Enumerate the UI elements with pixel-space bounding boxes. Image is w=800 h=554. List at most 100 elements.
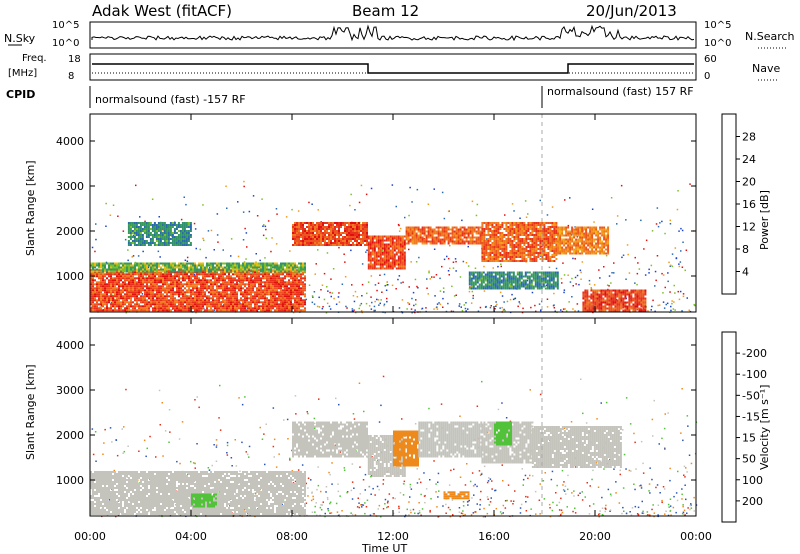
speckle-cell: [374, 300, 376, 303]
cpid-text-right: normalsound (fast) 157 RF: [547, 85, 694, 98]
speckle-cell: [372, 487, 374, 490]
speckle-cell: [510, 500, 512, 502]
speckle-cell: [462, 505, 465, 507]
speckle-cell: [289, 250, 291, 252]
speckle-cell: [218, 491, 220, 493]
speckle-cell: [124, 238, 127, 241]
speckle-cell: [311, 203, 313, 205]
speckle-cell: [437, 481, 439, 483]
speckle-cell: [591, 208, 594, 210]
speckle-cell: [307, 477, 310, 479]
speckle-cell: [599, 277, 601, 279]
speckle-cell: [608, 275, 611, 277]
speckle-cell: [418, 510, 421, 512]
speckle-cell: [521, 311, 524, 314]
speckle-cell: [502, 480, 504, 482]
speckle-cell: [161, 402, 163, 404]
speckle-cell: [558, 509, 561, 511]
speckle-cell: [442, 297, 444, 300]
speckle-cell: [592, 503, 595, 505]
speckle-cell: [455, 260, 457, 263]
speckle-cell: [661, 499, 663, 502]
speckle-cell: [159, 256, 161, 258]
speckle-cell: [145, 275, 147, 277]
speckle-cell: [676, 499, 679, 502]
speckle-cell: [623, 510, 625, 512]
speckle-cell: [106, 514, 109, 516]
speckle-cell: [435, 483, 437, 485]
speckle-cell: [633, 483, 635, 485]
speckle-cell: [549, 439, 551, 442]
speckle-cell: [684, 514, 686, 516]
speckle-cell: [678, 230, 680, 232]
colorbar-tick-label: 16: [742, 198, 756, 211]
speckle-cell: [358, 506, 361, 509]
speckle-cell: [356, 296, 359, 298]
speckle-cell: [243, 509, 245, 511]
speckle-cell: [305, 482, 307, 485]
colorbar-tick-label: 20: [742, 176, 756, 189]
echo-region: [405, 226, 482, 245]
speckle-cell: [313, 417, 316, 420]
speckle-cell: [181, 421, 184, 423]
speckle-cell: [549, 507, 551, 509]
speckle-cell: [534, 304, 536, 307]
speckle-cell: [186, 256, 189, 259]
y-tick-label: 4000: [56, 339, 84, 352]
speckle-cell: [320, 504, 322, 506]
speckle-cell: [685, 467, 687, 469]
speckle-cell: [451, 285, 453, 288]
speckle-cell: [448, 274, 450, 276]
speckle-cell: [387, 506, 389, 508]
x-tick-label: 12:00: [377, 530, 409, 543]
speckle-cell: [651, 305, 653, 308]
speckle-cell: [339, 451, 342, 453]
speckle-cell: [564, 199, 566, 201]
echo-region: [481, 222, 558, 262]
velocity-ylabel: Slant Range [km]: [24, 364, 37, 460]
speckle-cell: [640, 484, 642, 487]
speckle-cell: [585, 422, 588, 424]
speckle-cell: [447, 257, 450, 260]
speckle-cell: [449, 267, 451, 270]
speckle-cell: [599, 510, 601, 512]
speckle-cell: [442, 306, 444, 308]
speckle-cell: [216, 234, 219, 236]
speckle-cell: [655, 279, 657, 282]
speckle-cell: [429, 509, 431, 512]
speckle-cell: [351, 308, 354, 310]
speckle-cell: [458, 511, 461, 513]
speckle-cell: [558, 501, 561, 504]
speckle-cell: [230, 457, 233, 459]
speckle-cell: [241, 403, 244, 406]
speckle-cell: [588, 513, 591, 515]
speckle-cell: [506, 300, 509, 303]
speckle-cell: [682, 439, 684, 442]
speckle-cell: [563, 274, 566, 276]
speckle-cell: [433, 460, 435, 462]
speckle-cell: [350, 512, 352, 514]
speckle-cell: [472, 485, 475, 487]
speckle-cell: [560, 514, 562, 516]
speckle-cell: [382, 508, 385, 510]
speckle-cell: [412, 291, 415, 294]
speckle-cell: [226, 452, 228, 454]
speckle-cell: [164, 430, 167, 432]
speckle-cell: [338, 514, 340, 516]
speckle-cell: [359, 466, 361, 468]
speckle-cell: [501, 464, 503, 466]
speckle-cell: [370, 275, 373, 277]
speckle-cell: [263, 224, 265, 226]
speckle-cell: [338, 246, 340, 249]
speckle-cell: [541, 245, 543, 248]
speckle-cell: [683, 465, 686, 468]
colorbar-tick-label: 8: [742, 243, 749, 256]
speckle-cell: [447, 302, 449, 305]
speckle-cell: [345, 305, 347, 308]
speckle-cell: [122, 230, 125, 232]
speckle-cell: [582, 412, 584, 415]
speckle-cell: [668, 506, 670, 508]
speckle-cell: [599, 290, 601, 293]
speckle-cell: [321, 504, 323, 506]
speckle-cell: [449, 244, 451, 247]
